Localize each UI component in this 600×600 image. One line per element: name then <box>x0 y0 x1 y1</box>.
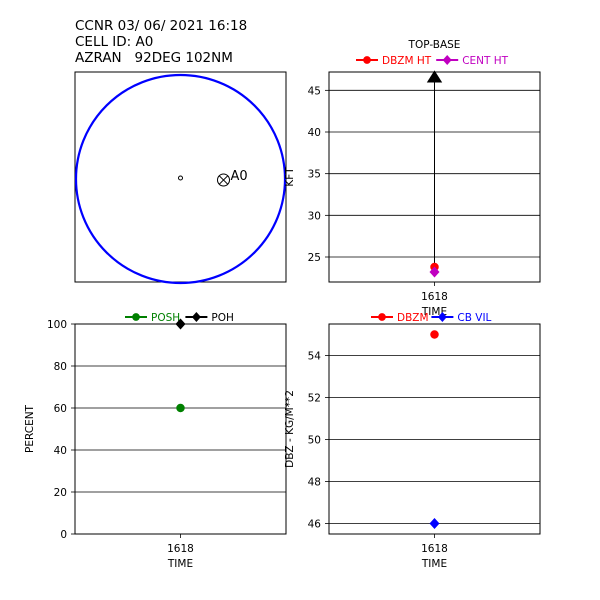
panel-dbz-vil: 46 48 50 52 54 1618 TIME DBZ - KG/M**2 DBZM CB VI… <box>284 312 541 570</box>
x-axis-label: TIME <box>421 558 447 570</box>
y-axis-label: PERCENT <box>24 404 36 453</box>
legend-label-dbzm-ht: DBZM HT <box>382 55 432 67</box>
y-tick-label: 0 <box>60 529 67 541</box>
y-tick-label: 80 <box>54 361 67 373</box>
x-tick-label: 1618 <box>421 543 448 555</box>
plot-frame <box>74 323 287 535</box>
data-point-poh <box>175 318 186 330</box>
x-tick-label: 1618 <box>421 291 448 303</box>
y-tick-label: 60 <box>54 403 67 415</box>
y-tick-label: 35 <box>308 169 321 181</box>
y-tick-label: 40 <box>54 445 67 457</box>
legend-label-dbzm: DBZM <box>397 312 429 324</box>
data-point-cb-vil <box>429 518 440 529</box>
legend-marker-cent-ht <box>442 55 452 65</box>
x-axis-label: TIME <box>167 558 193 570</box>
y-tick-label: 52 <box>308 393 321 405</box>
y-tick-label: 46 <box>308 519 322 531</box>
legend-label-poh: POH <box>211 312 234 324</box>
data-point-posh <box>176 403 185 413</box>
header-line-1: CCNR 03/ 06/ 2021 16:18 <box>75 18 248 34</box>
y-tick-label: 45 <box>308 85 321 97</box>
y-tick-label: 100 <box>47 319 67 331</box>
legend-marker-cb-vil <box>437 312 447 322</box>
range-ring <box>74 73 287 285</box>
header-line-2: CELL ID: A0 <box>75 34 154 50</box>
data-point-dbzm <box>430 330 439 339</box>
y-tick-label: 50 <box>308 435 321 447</box>
legend-marker-posh <box>132 313 140 321</box>
map-frame <box>74 71 287 283</box>
y-tick-label: 20 <box>54 487 67 499</box>
y-tick-label: 48 <box>308 477 321 489</box>
data-point-cent-ht <box>429 266 440 278</box>
legend-marker-dbzm <box>378 313 386 321</box>
legend-label-cb-vil: CB VIL <box>457 312 491 324</box>
panel-hail: 0 20 40 60 80 100 1618 TIME PERCENT POSH POH <box>24 312 287 570</box>
y-tick-label: 40 <box>308 127 321 139</box>
legend-label-cent-ht: CENT HT <box>462 55 508 67</box>
legend-marker-poh <box>191 312 201 322</box>
y-tick-label: 25 <box>308 252 321 264</box>
radar-site-marker <box>178 175 183 181</box>
data-point-top-marker <box>426 70 443 83</box>
legend-marker-dbzm-ht <box>363 56 371 64</box>
chart-header: CCNR 03/ 06/ 2021 16:18 CELL ID: A0 AZRA… <box>75 18 247 66</box>
y-tick-label: 30 <box>308 210 321 222</box>
legend-label-posh: POSH <box>151 312 180 324</box>
cell-marker <box>217 173 230 187</box>
panel-title: TOP-BASE <box>408 39 461 51</box>
y-axis-label: KFT <box>284 167 296 187</box>
header-line-3: AZRAN 92DEG 102NM <box>75 50 233 66</box>
cell-marker-cross-b <box>218 175 229 185</box>
cell-label: A0 <box>231 169 248 184</box>
map-panel: A0 <box>74 71 287 285</box>
x-tick-label: 1618 <box>167 543 194 555</box>
plot-frame <box>328 323 541 535</box>
y-axis-label: DBZ - KG/M**2 <box>284 390 296 468</box>
y-tick-label: 54 <box>308 351 322 363</box>
